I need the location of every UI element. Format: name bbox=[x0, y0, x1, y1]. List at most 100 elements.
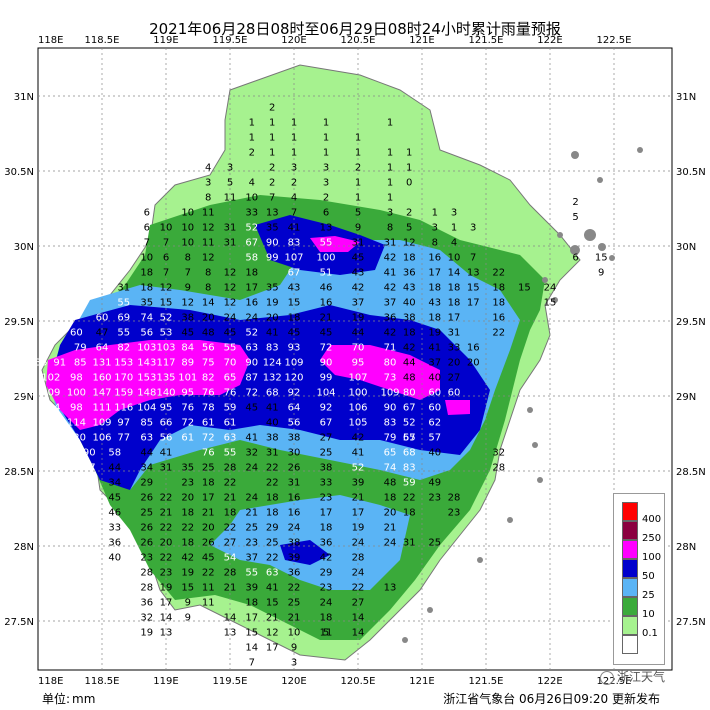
station-value: 16 bbox=[467, 343, 480, 354]
station-value: 9 bbox=[185, 598, 191, 609]
station-value: 8 bbox=[205, 193, 211, 204]
station-value: 6 bbox=[572, 253, 578, 264]
station-value: 24 bbox=[245, 463, 258, 474]
station-value: 33 bbox=[245, 208, 258, 219]
station-value: 38 bbox=[403, 313, 416, 324]
lon-tick-label-bottom: 119.5E bbox=[213, 676, 248, 687]
station-value: 44 bbox=[403, 358, 416, 369]
station-value: 22 bbox=[492, 268, 505, 279]
station-value: 98 bbox=[70, 403, 83, 414]
station-value: 21 bbox=[224, 493, 237, 504]
station-value: 37 bbox=[428, 358, 441, 369]
station-value: 58 bbox=[245, 253, 258, 264]
station-value: 11 bbox=[320, 628, 333, 639]
station-value: 105 bbox=[348, 418, 367, 429]
station-value: 60 bbox=[428, 388, 441, 399]
station-value: 63 bbox=[140, 433, 153, 444]
station-value: 16 bbox=[288, 508, 301, 519]
station-value: 41 bbox=[352, 448, 365, 459]
station-value: 12 bbox=[224, 283, 237, 294]
station-value: 104 bbox=[137, 403, 156, 414]
station-value: 42 bbox=[384, 328, 397, 339]
station-value: 21 bbox=[202, 508, 215, 519]
station-value: 33 bbox=[320, 478, 333, 489]
station-value: 43 bbox=[403, 283, 416, 294]
station-value: 23 bbox=[181, 478, 194, 489]
station-value: 6 bbox=[163, 253, 169, 264]
station-value: 17 bbox=[352, 508, 365, 519]
station-value: 40 bbox=[428, 448, 441, 459]
station-value: 73 bbox=[384, 373, 397, 384]
lon-tick-label-bottom: 121E bbox=[409, 676, 434, 687]
station-value: 83 bbox=[288, 238, 301, 249]
station-value: 120 bbox=[284, 373, 303, 384]
station-value: 1 bbox=[451, 223, 457, 234]
station-value: 56 bbox=[140, 328, 153, 339]
station-value: 10 bbox=[245, 193, 258, 204]
station-value: 159 bbox=[114, 388, 133, 399]
lat-tick-label-right: 28N bbox=[676, 542, 696, 553]
station-value: 31 bbox=[448, 328, 461, 339]
station-value: 116 bbox=[16, 388, 35, 399]
station-value: 41 bbox=[266, 583, 279, 594]
station-value: 91 bbox=[53, 358, 66, 369]
station-value: 31 bbox=[224, 238, 237, 249]
station-value: 60 bbox=[96, 313, 109, 324]
station-value: 1 bbox=[291, 133, 297, 144]
station-value: 1 bbox=[323, 118, 329, 129]
station-value: 82 bbox=[117, 343, 130, 354]
station-value: 63 bbox=[224, 433, 237, 444]
station-value: 31 bbox=[352, 238, 365, 249]
station-value: 25 bbox=[428, 538, 441, 549]
station-value: 79 bbox=[74, 343, 87, 354]
station-value: 55 bbox=[320, 238, 333, 249]
station-value: 78 bbox=[202, 403, 215, 414]
station-value: 83 bbox=[266, 343, 279, 354]
station-value: 15 bbox=[181, 583, 194, 594]
station-value: 68 bbox=[266, 388, 279, 399]
station-value: 7 bbox=[185, 268, 191, 279]
station-value: 135 bbox=[156, 373, 175, 384]
station-value: 1 bbox=[387, 193, 393, 204]
station-value: 4 bbox=[205, 163, 211, 174]
station-value: 40 bbox=[428, 373, 441, 384]
station-value: 15 bbox=[467, 283, 480, 294]
station-value: 62 bbox=[428, 418, 441, 429]
station-value: 11 bbox=[202, 208, 215, 219]
station-value: 10 bbox=[181, 238, 194, 249]
station-value: 26 bbox=[140, 493, 153, 504]
station-value: 57 bbox=[403, 433, 416, 444]
legend-label: 25 bbox=[642, 590, 655, 601]
station-value: 153 bbox=[114, 358, 133, 369]
islands bbox=[402, 147, 643, 643]
station-value: 18 bbox=[403, 253, 416, 264]
legend-swatch bbox=[622, 559, 638, 578]
lon-tick-label-top: 120E bbox=[281, 35, 306, 46]
station-value: 49 bbox=[428, 478, 441, 489]
station-value: 85 bbox=[74, 358, 87, 369]
station-value: 17 bbox=[467, 298, 480, 309]
lat-tick-label-right: 29.5N bbox=[676, 317, 706, 328]
lon-tick-label-bottom: 118.5E bbox=[85, 676, 120, 687]
station-value: 10 bbox=[181, 223, 194, 234]
station-value: 19 bbox=[352, 313, 365, 324]
legend-swatch bbox=[622, 540, 638, 559]
station-value: 124 bbox=[263, 358, 282, 369]
station-value: 55 bbox=[245, 568, 258, 579]
station-value: 74 bbox=[140, 313, 153, 324]
station-value: 65 bbox=[224, 373, 237, 384]
station-value: 76 bbox=[202, 388, 215, 399]
station-value: 92 bbox=[288, 388, 301, 399]
station-value: 21 bbox=[352, 493, 365, 504]
station-value: 24 bbox=[288, 523, 301, 534]
station-value: 100 bbox=[316, 253, 335, 264]
station-value: 25 bbox=[288, 598, 301, 609]
station-value: 18 bbox=[403, 328, 416, 339]
station-value: 9 bbox=[355, 223, 361, 234]
station-value: 32 bbox=[140, 613, 153, 624]
station-value: 45 bbox=[288, 328, 301, 339]
station-value: 67 bbox=[403, 403, 416, 414]
station-value: 55 bbox=[117, 328, 130, 339]
station-value: 38 bbox=[288, 538, 301, 549]
station-value: 28 bbox=[224, 568, 237, 579]
